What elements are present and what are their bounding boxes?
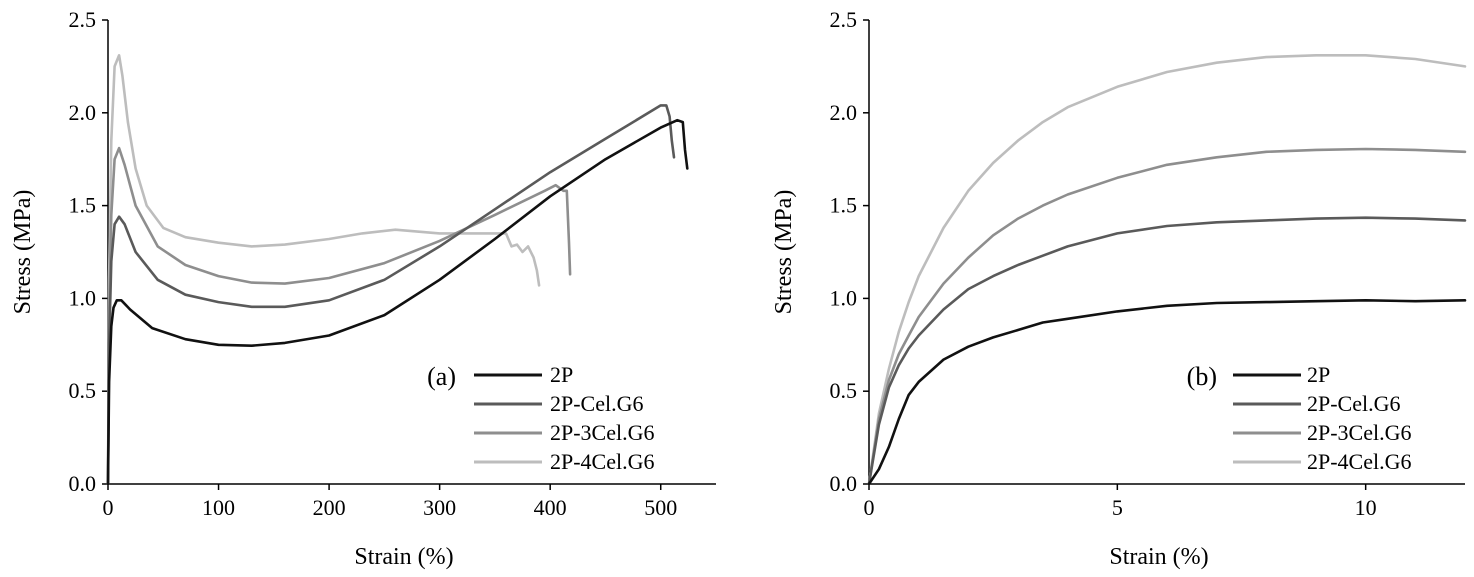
series-line-2p-3cel-g6 — [867, 147, 1467, 486]
legend-label: 2P-Cel.G6 — [1307, 391, 1401, 416]
legend-label: 2P-3Cel.G6 — [1307, 420, 1412, 445]
panel-b: 0.0 0.5 1.0 1.5 2.0 2.5 0 5 10 Strain (%) Stress (… — [771, 7, 1467, 570]
y-tick-label: 2.5 — [69, 7, 97, 32]
y-axis-title: Stress (MPa) — [10, 190, 36, 315]
x-tick-label: 500 — [644, 495, 677, 520]
series-line-2p-cel-g6 — [106, 104, 676, 486]
x-tick-label: 400 — [534, 495, 567, 520]
legend: 2P 2P-Cel.G6 2P-3Cel.G6 2P-4Cel.G6 — [474, 362, 655, 474]
x-tick-label: 0 — [103, 495, 114, 520]
series-line-2p-3cel-g6 — [106, 146, 572, 486]
y-tick-label: 2.0 — [830, 100, 858, 125]
legend-label: 2P — [1307, 362, 1330, 387]
y-tick-label: 0.5 — [830, 378, 858, 403]
legend-label: 2P-4Cel.G6 — [1307, 449, 1412, 474]
y-tick-label: 2.5 — [830, 7, 858, 32]
x-tick-label: 5 — [1112, 495, 1123, 520]
legend-label: 2P-Cel.G6 — [550, 391, 644, 416]
series-line-2p — [106, 118, 689, 486]
y-tick-label: 1.5 — [830, 193, 858, 218]
panel-a: 0.0 0.5 1.0 1.5 2.0 2.5 0 100 200 300 400 500 Strain… — [10, 7, 716, 570]
panel-label: (b) — [1187, 362, 1217, 391]
x-tick-label: 0 — [864, 495, 875, 520]
panel-label: (a) — [427, 362, 456, 391]
legend: 2P 2P-Cel.G6 2P-3Cel.G6 2P-4Cel.G6 — [1233, 362, 1412, 474]
x-axis-title: Strain (%) — [1109, 544, 1208, 570]
series-line-2p — [867, 298, 1467, 486]
x-tick-label: 200 — [313, 495, 346, 520]
x-tick-label: 10 — [1355, 495, 1377, 520]
series-line-2p-4cel-g6 — [106, 53, 541, 486]
series-line-2p-cel-g6 — [867, 216, 1467, 486]
y-tick-label: 0.0 — [830, 471, 858, 496]
legend-label: 2P — [550, 362, 573, 387]
y-tick-label: 0.5 — [69, 378, 97, 403]
y-tick-label: 1.5 — [69, 193, 97, 218]
series-line-2p-4cel-g6 — [867, 53, 1467, 486]
y-tick-label: 1.0 — [830, 285, 858, 310]
y-axis-title: Stress (MPa) — [771, 190, 797, 315]
legend-label: 2P-3Cel.G6 — [550, 420, 655, 445]
x-tick-label: 100 — [202, 495, 235, 520]
y-tick-label: 1.0 — [69, 285, 97, 310]
legend-label: 2P-4Cel.G6 — [550, 449, 655, 474]
y-tick-label: 2.0 — [69, 100, 97, 125]
y-tick-label: 0.0 — [69, 471, 97, 496]
x-tick-label: 300 — [423, 495, 456, 520]
x-axis-title: Strain (%) — [354, 544, 453, 570]
